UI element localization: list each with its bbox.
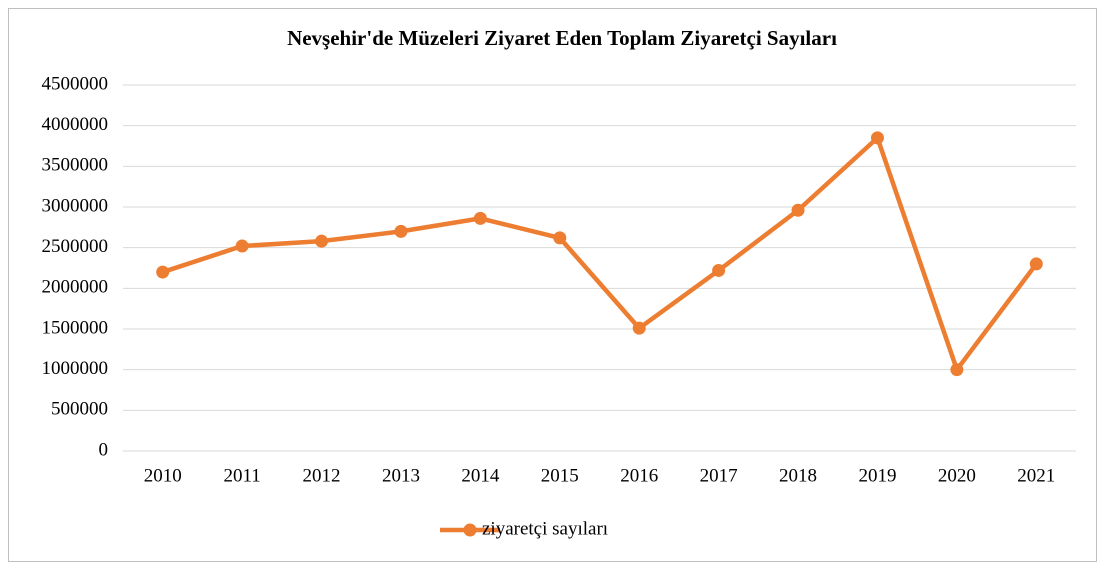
x-tick-label: 2011	[223, 465, 260, 486]
data-point	[1029, 257, 1043, 271]
y-tick-label: 4500000	[42, 73, 109, 94]
y-tick-label: 4000000	[42, 114, 109, 135]
data-point	[394, 224, 408, 238]
y-tick-label: 1500000	[42, 317, 109, 338]
y-tick-label: 3000000	[42, 195, 109, 216]
data-point	[632, 321, 646, 335]
y-tick-label: 2500000	[42, 236, 109, 257]
data-point	[156, 265, 170, 279]
chart-border	[8, 8, 1097, 562]
x-tick-label: 2021	[1017, 465, 1055, 486]
x-tick-label: 2010	[144, 465, 182, 486]
y-tick-label: 2000000	[42, 277, 109, 298]
y-tick-label: 0	[99, 439, 109, 460]
data-point	[315, 234, 329, 248]
y-tick-label: 3500000	[42, 155, 109, 176]
data-point	[712, 263, 726, 277]
x-tick-label: 2014	[461, 465, 500, 486]
y-tick-label: 500000	[51, 399, 108, 420]
series-line	[162, 135, 1039, 372]
chart-title: Nevşehir'de Müzeleri Ziyaret Eden Toplam…	[287, 26, 837, 50]
data-point	[870, 131, 884, 145]
x-tick-label: 2015	[541, 465, 579, 486]
legend-marker	[463, 523, 477, 537]
data-point	[791, 203, 805, 217]
x-tick-label: 2017	[700, 465, 738, 486]
legend-label: ziyaretçi sayıları	[482, 518, 608, 539]
x-tick-label: 2018	[779, 465, 817, 486]
data-point	[553, 231, 567, 245]
data-point	[235, 239, 249, 253]
data-point	[473, 211, 487, 225]
data-point	[950, 363, 964, 377]
x-tick-label: 2019	[858, 465, 896, 486]
x-tick-label: 2016	[620, 465, 658, 486]
x-tick-label: 2020	[938, 465, 976, 486]
x-tick-label: 2012	[303, 465, 341, 486]
y-tick-label: 1000000	[42, 358, 109, 379]
x-tick-label: 2013	[382, 465, 420, 486]
